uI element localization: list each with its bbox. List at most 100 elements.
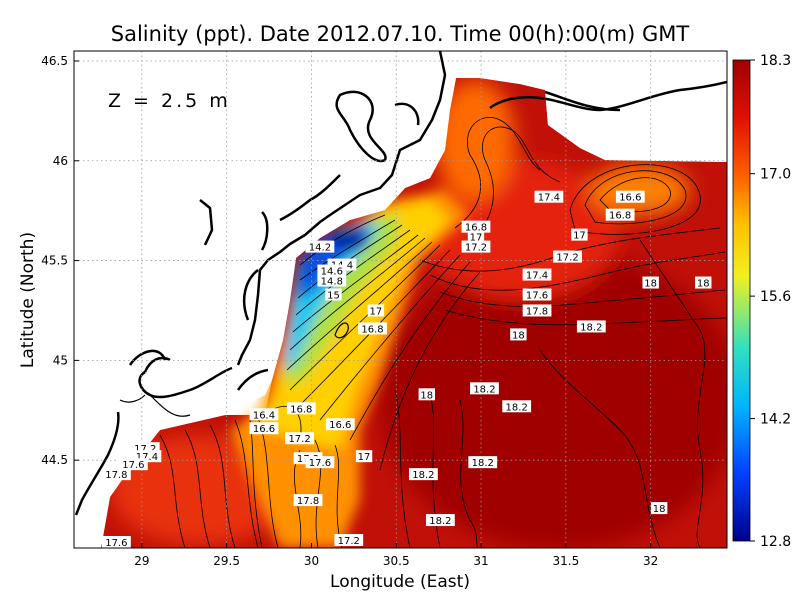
coast-detail — [119, 322, 349, 417]
contour-label-box — [605, 208, 635, 221]
contour-label: 16.6 — [329, 420, 351, 431]
contour-label: 17.6 — [309, 458, 331, 469]
contour-label-box — [571, 228, 588, 241]
x-tick-label: 29 — [134, 554, 149, 568]
contour-label: 18.2 — [412, 470, 434, 481]
x-tick-label: 30.5 — [383, 554, 410, 568]
contour-label: 16.6 — [253, 424, 275, 435]
offshore-dark-red — [380, 250, 727, 548]
land-mass — [74, 51, 456, 548]
x-tick-label: 32 — [643, 554, 658, 568]
contour-label: 16.8 — [465, 223, 487, 234]
contour-label-box — [317, 274, 347, 287]
contour-label: 17.6 — [122, 460, 144, 471]
contour-label-box — [615, 190, 645, 203]
contour-label: 17 — [470, 233, 483, 244]
y-tick-label: 44.5 — [41, 453, 68, 467]
contour-label: 18.2 — [506, 402, 528, 413]
contour-label: 17.4 — [136, 452, 158, 463]
x-axis-ticks: 29 29.5 30 30.5 31 31.5 32 — [134, 543, 658, 568]
contour-label: 17.2 — [288, 434, 310, 445]
colorbar-tick-label: 14.2 — [760, 412, 791, 428]
y-axis-ticks: 44.5 45 45.5 46 46.5 — [41, 54, 79, 467]
contour-label-box — [317, 264, 347, 277]
danube-plume-yellow — [250, 200, 450, 450]
y-tick-label: 45.5 — [41, 254, 68, 268]
contour-label-box — [249, 408, 279, 421]
contour-label-box — [510, 328, 527, 341]
contour-label: 16.4 — [253, 410, 275, 421]
contour-label: 14.8 — [321, 277, 343, 288]
contour-label-box — [461, 220, 491, 233]
contour-label-box — [642, 276, 659, 289]
coastline — [74, 51, 727, 516]
contour-label-box — [334, 534, 364, 547]
contour-label-box — [305, 456, 335, 469]
contour-label: 17 — [358, 452, 371, 463]
contour-label: 14.2 — [309, 243, 331, 254]
north-orange — [435, 80, 515, 200]
contour-label-box — [553, 250, 582, 263]
northeast-orange — [590, 165, 690, 215]
contour-label: 17.8 — [297, 496, 319, 507]
plot-frame — [73, 50, 728, 549]
colorbar-tick-label: 17.0 — [760, 167, 791, 183]
contour-label-box — [286, 402, 316, 415]
colorbar-tick-label: 18.3 — [760, 53, 791, 69]
contour-label-box — [522, 304, 552, 317]
contour-label-box — [305, 240, 335, 253]
colorbar-gradient — [732, 59, 751, 542]
contour-label: 18 — [697, 279, 710, 290]
depth-label: Z = 2.5 m — [108, 90, 231, 112]
contour-label-box — [408, 468, 438, 481]
contour-label-box — [502, 400, 532, 413]
contour-label: 16.8 — [361, 324, 383, 335]
contour-label: 16.6 — [619, 193, 641, 204]
x-tick-label: 30 — [304, 554, 319, 568]
contour-label-box — [358, 322, 387, 335]
x-tick-label: 31.5 — [553, 554, 580, 568]
contour-label: 17.2 — [338, 536, 360, 547]
contour-label: 15 — [327, 291, 340, 302]
contour-label: 16.8 — [290, 404, 312, 415]
contour-label-box — [325, 288, 342, 301]
contour-label: 17.2 — [465, 243, 487, 254]
contour-label-box — [650, 502, 668, 515]
contour-labels: 14.214.414.614.8151716.816.81717.217.416… — [102, 190, 712, 548]
contour-label: 17.4 — [538, 193, 560, 204]
contour-label-box — [118, 458, 148, 471]
contour-label: 17 — [573, 231, 586, 242]
y-tick-label: 46.5 — [41, 54, 68, 68]
contour-label-box — [425, 514, 455, 527]
x-axis-label: Longitude (East) — [330, 572, 470, 592]
colorbar-tick-label: 15.6 — [760, 289, 791, 305]
contour-label: 18 — [653, 504, 666, 515]
contour-label-box — [522, 268, 552, 281]
contour-label-box — [467, 230, 485, 243]
contour-label-box — [285, 432, 314, 445]
contour-label: 18.2 — [580, 322, 602, 333]
contour-label: 14.6 — [321, 267, 343, 278]
colorbar: 18.3 17.0 15.6 14.2 12.8 — [732, 53, 791, 550]
contour-label-box — [695, 276, 712, 289]
contour-label-box — [470, 382, 499, 395]
contour-label-box — [461, 240, 491, 253]
y-axis-label: Latitude (North) — [18, 232, 38, 368]
plot-area: 14.214.414.614.8151716.816.81717.217.416… — [74, 51, 727, 548]
contour-label: 18 — [512, 330, 525, 341]
x-tick-label: 29.5 — [213, 554, 240, 568]
contour-label-box — [102, 468, 131, 481]
contour-label: 18 — [644, 279, 657, 290]
contour-label: 18 — [420, 390, 433, 401]
colorbar-ticks: 18.3 17.0 15.6 14.2 12.8 — [750, 53, 791, 550]
contour-label-box — [293, 494, 323, 507]
contour-label: 18.2 — [472, 458, 494, 469]
contour-label: 17.8 — [526, 306, 548, 317]
colorbar-tick-label: 12.8 — [760, 534, 791, 550]
contour-label: 16.8 — [609, 211, 631, 222]
map-title: Salinity (ppt). Date 2012.07.10. Time 00… — [111, 22, 690, 46]
contour-label-box — [534, 190, 564, 203]
contour-label-box — [249, 422, 279, 435]
contour-label: 17.4 — [526, 271, 548, 282]
